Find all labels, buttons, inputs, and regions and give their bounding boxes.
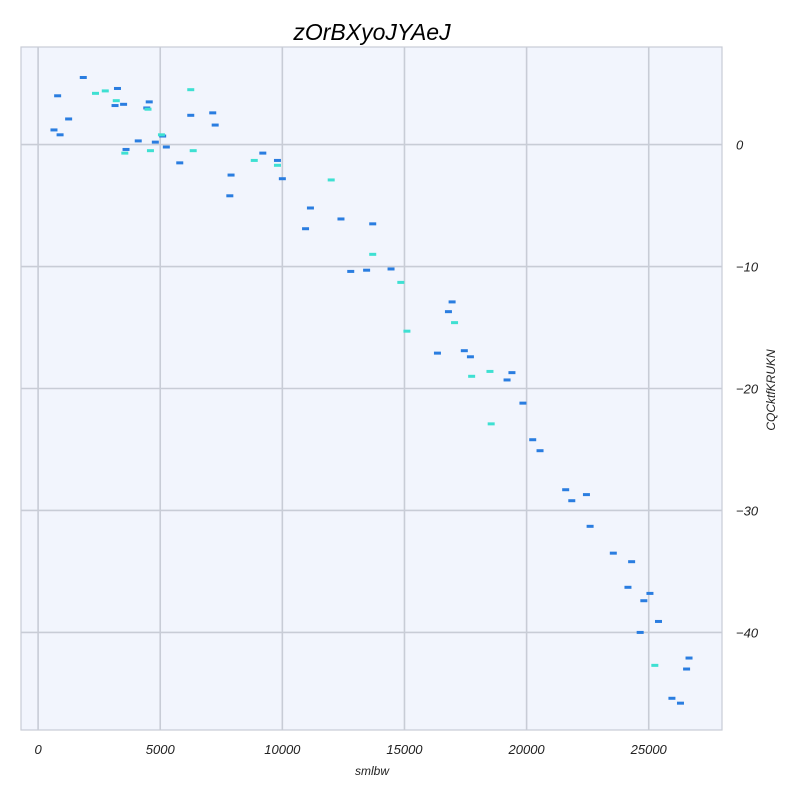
data-point (306, 206, 314, 210)
data-point (187, 88, 195, 92)
data-point (227, 173, 235, 177)
data-point (654, 619, 662, 623)
data-point (54, 94, 62, 98)
data-point (582, 493, 590, 497)
data-point (209, 111, 217, 115)
data-point (134, 139, 142, 143)
x-tick-label: 5000 (146, 742, 176, 757)
x-tick-label: 20000 (508, 742, 546, 757)
y-tick-label: 0 (736, 138, 744, 153)
data-point (145, 100, 153, 104)
data-point (144, 107, 152, 111)
data-point (369, 252, 377, 256)
data-point (640, 599, 648, 603)
data-point (536, 449, 544, 453)
data-point (562, 488, 570, 492)
data-point (65, 117, 73, 121)
data-point (101, 89, 109, 93)
data-point (327, 178, 335, 182)
data-point (568, 499, 576, 503)
y-tick-label: −40 (736, 625, 759, 640)
series-2 (91, 88, 659, 667)
data-point (120, 102, 128, 106)
data-point (460, 349, 468, 353)
x-axis-label: smlbw (355, 764, 390, 778)
y-axis-label: CQCktfKRUKN (764, 349, 778, 431)
data-point (369, 222, 377, 226)
data-point (468, 374, 476, 378)
x-tick-label: 15000 (386, 742, 423, 757)
y-axis-ticks: 0 −10 −20 −30 −40 (736, 138, 759, 641)
x-tick-label: 10000 (264, 742, 301, 757)
data-point (519, 401, 527, 405)
data-point (685, 656, 693, 660)
series-1 (50, 75, 693, 705)
data-point (347, 269, 355, 273)
data-point (111, 104, 119, 108)
data-point (624, 585, 632, 589)
data-point (162, 145, 170, 149)
data-point (273, 163, 281, 167)
data-point (273, 158, 281, 162)
data-point (444, 310, 452, 314)
data-point (176, 161, 184, 165)
data-point (226, 194, 234, 198)
data-point (508, 371, 516, 375)
data-point (122, 147, 130, 151)
data-point (646, 591, 654, 595)
plot-frame (20, 46, 723, 731)
data-point (187, 113, 195, 117)
data-point (636, 630, 644, 634)
y-tick-label: −20 (736, 382, 759, 397)
data-point (189, 149, 197, 153)
data-point (676, 701, 684, 705)
data-point (363, 268, 371, 272)
data-point (151, 140, 159, 144)
data-point (146, 149, 154, 153)
data-point (628, 560, 636, 564)
data-point (387, 267, 395, 271)
data-point (486, 369, 494, 373)
data-point (451, 321, 459, 325)
data-point (609, 551, 617, 555)
data-point (112, 99, 120, 103)
data-point (79, 75, 87, 79)
data-point (302, 227, 310, 231)
data-point (487, 422, 495, 426)
data-point (50, 128, 58, 132)
data-point (668, 696, 676, 700)
data-point (683, 667, 691, 671)
data-point (403, 329, 411, 333)
data-point (259, 151, 267, 155)
data-point (91, 91, 99, 95)
data-point (651, 663, 659, 667)
data-point (586, 524, 594, 528)
data-point (397, 280, 405, 284)
data-point (466, 355, 474, 359)
data-markers (50, 75, 693, 705)
data-point (121, 151, 129, 155)
x-tick-label: 0 (34, 742, 42, 757)
data-point (157, 133, 165, 137)
data-point (448, 300, 456, 304)
grid-lines (21, 47, 722, 730)
data-point (250, 158, 258, 162)
data-point (529, 438, 537, 442)
data-point (278, 177, 286, 181)
y-tick-label: −30 (736, 503, 759, 518)
data-point (337, 217, 345, 221)
x-tick-label: 25000 (630, 742, 668, 757)
chart-title: zOrBXyoJYAeJ (292, 19, 451, 45)
y-tick-label: −10 (736, 260, 759, 275)
data-point (503, 378, 511, 382)
data-point (211, 123, 219, 127)
data-point (113, 86, 121, 90)
x-axis-ticks: 0 5000 10000 15000 20000 25000 (34, 742, 667, 757)
data-point (433, 351, 441, 355)
data-point (56, 133, 64, 137)
